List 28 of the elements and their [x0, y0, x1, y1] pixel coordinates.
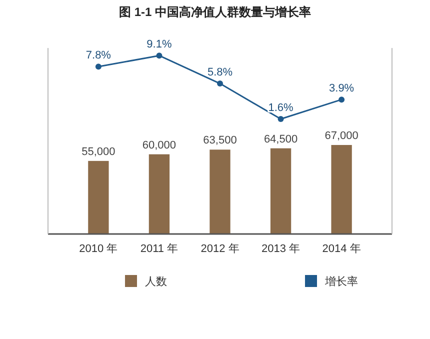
x-tick-label: 2012 年 [200, 243, 240, 255]
data-label: 60,000 [142, 139, 176, 152]
point [95, 64, 102, 70]
data-label: 1.6% [268, 102, 294, 114]
chart-title: 图 1-1 中国高净值人群数量与增长率 [118, 5, 312, 19]
bar [148, 154, 170, 234]
bar [270, 148, 292, 234]
x-tick-label: 2010 年 [79, 243, 118, 255]
data-label: 67,000 [324, 130, 358, 142]
point [278, 116, 284, 122]
legend-label: 人数 [145, 276, 167, 288]
point [156, 52, 162, 59]
point [338, 96, 345, 103]
x-tick-label: 2014 年 [322, 243, 361, 255]
bar [331, 144, 352, 234]
x-tick-label: 2013 年 [262, 243, 300, 255]
data-label: 5.8% [207, 66, 233, 79]
data-label: 64,500 [264, 133, 298, 146]
data-label: 3.9% [329, 82, 354, 95]
data-label: 7.8% [86, 50, 112, 62]
bar [210, 150, 230, 234]
bar [88, 160, 109, 234]
legend-label: 增长率 [324, 275, 358, 288]
data-label: 55,000 [82, 146, 116, 158]
data-label: 63,500 [203, 134, 237, 147]
point [217, 80, 223, 87]
data-label: 9.1% [146, 38, 172, 51]
x-tick-label: 2011 年 [140, 243, 178, 255]
